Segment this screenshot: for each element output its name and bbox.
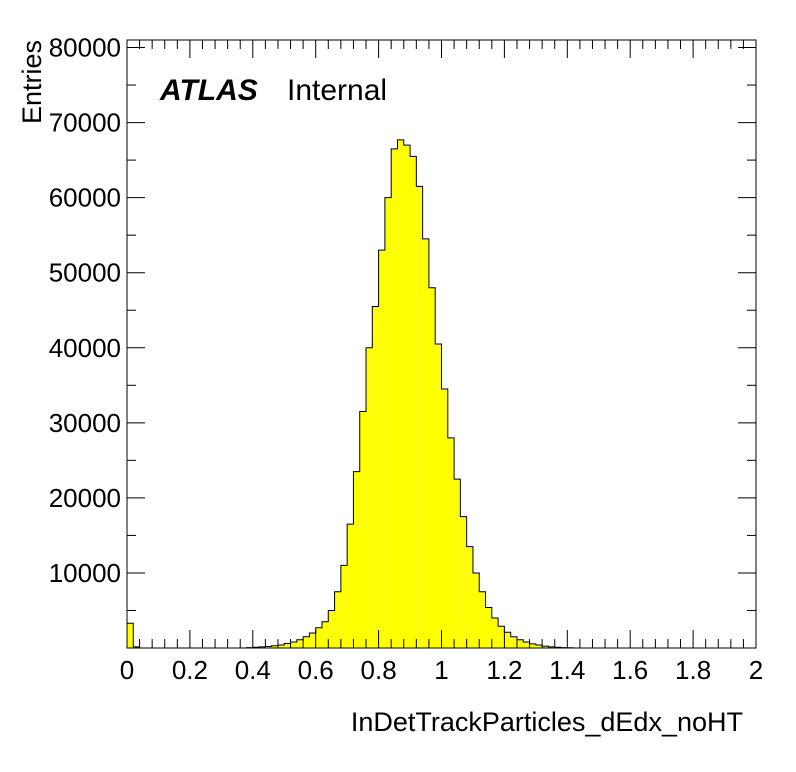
histogram-bin — [384, 197, 392, 648]
atlas-label: ATLAS — [159, 74, 258, 107]
histogram-bin — [372, 306, 379, 648]
histogram-bin — [309, 632, 316, 648]
histogram-bin — [303, 636, 310, 648]
histogram-bin — [340, 565, 348, 648]
histogram-bin — [397, 139, 404, 648]
x-tick-label: 1.8 — [675, 655, 711, 685]
x-tick-label: 1 — [434, 655, 448, 685]
histogram-bin — [466, 546, 473, 648]
histogram-bin — [347, 524, 354, 648]
y-tick-label: 70000 — [49, 108, 121, 138]
histogram-bin — [504, 632, 511, 648]
x-tick-label: 0.4 — [235, 655, 271, 685]
histogram-bin — [259, 646, 266, 648]
histogram-bin — [366, 347, 373, 648]
histogram-bin — [447, 437, 455, 648]
x-tick-label: 0.2 — [172, 655, 208, 685]
histogram-bin — [410, 156, 417, 648]
histogram-bin — [542, 646, 549, 648]
x-tick-labels: 0 0.2 0.4 0.6 0.8 1 1.2 1.4 1.6 1.8 2 — [120, 655, 763, 685]
y-tick-label: 60000 — [49, 183, 121, 213]
histogram-bin — [535, 644, 543, 648]
x-tick-label: 2 — [749, 655, 763, 685]
histogram-bin — [435, 344, 442, 648]
y-axis-title: Entries — [17, 40, 47, 124]
histogram-bin — [472, 572, 480, 648]
histogram-bin — [378, 250, 385, 648]
histogram-bin — [529, 643, 536, 648]
histogram-bin — [441, 389, 448, 648]
y-tick-label: 40000 — [49, 333, 121, 363]
y-tick-label: 50000 — [49, 258, 121, 288]
histogram-bin — [284, 643, 291, 648]
histogram-bin — [523, 641, 530, 648]
histogram-bin — [133, 646, 140, 648]
y-tick-label: 30000 — [49, 408, 121, 438]
histogram-bin — [548, 646, 555, 648]
histogram-bin — [428, 287, 436, 648]
atlas-status-label: Internal — [287, 74, 387, 107]
histogram-bin — [516, 639, 524, 648]
histogram-bin — [403, 145, 411, 648]
histogram-bin — [296, 639, 304, 648]
histogram-bin — [479, 591, 486, 648]
histogram-bin — [321, 621, 329, 648]
histogram-bin — [416, 186, 423, 649]
x-tick-label: 0 — [120, 655, 134, 685]
x-tick-label: 1.4 — [549, 655, 585, 685]
y-tick-label: 80000 — [49, 33, 121, 63]
x-tick-label: 1.2 — [486, 655, 522, 685]
x-axis-title: InDetTrackParticles_dEdx_noHT — [351, 707, 743, 737]
histogram-bin — [277, 644, 285, 648]
plot-frame — [126, 39, 757, 649]
histogram-bin — [127, 623, 134, 648]
histogram-bin — [353, 471, 360, 648]
x-tick-label: 0.8 — [361, 655, 397, 685]
histogram-bin — [391, 148, 398, 648]
histogram-bin — [359, 411, 367, 648]
y-tick-label: 20000 — [49, 483, 121, 513]
histogram-bin — [265, 646, 272, 648]
histogram-bin — [290, 641, 297, 648]
y-tick-labels: 10000 20000 30000 40000 50000 60000 70000 80000 — [49, 33, 121, 588]
y-tick-label: 10000 — [49, 558, 121, 588]
histogram-bin — [485, 607, 492, 648]
x-tick-label: 1.6 — [612, 655, 648, 685]
histogram-bin — [328, 610, 335, 648]
histogram-bin — [454, 479, 461, 648]
histogram-bin — [334, 591, 341, 648]
histogram-bin — [460, 516, 467, 648]
x-tick-label: 0.6 — [298, 655, 334, 685]
histogram-bin — [510, 636, 517, 648]
histogram-bin — [422, 238, 429, 648]
histogram-bin — [491, 617, 499, 648]
histogram-bin — [271, 645, 278, 648]
histogram-bin — [498, 626, 505, 648]
histogram-bin — [315, 627, 322, 648]
